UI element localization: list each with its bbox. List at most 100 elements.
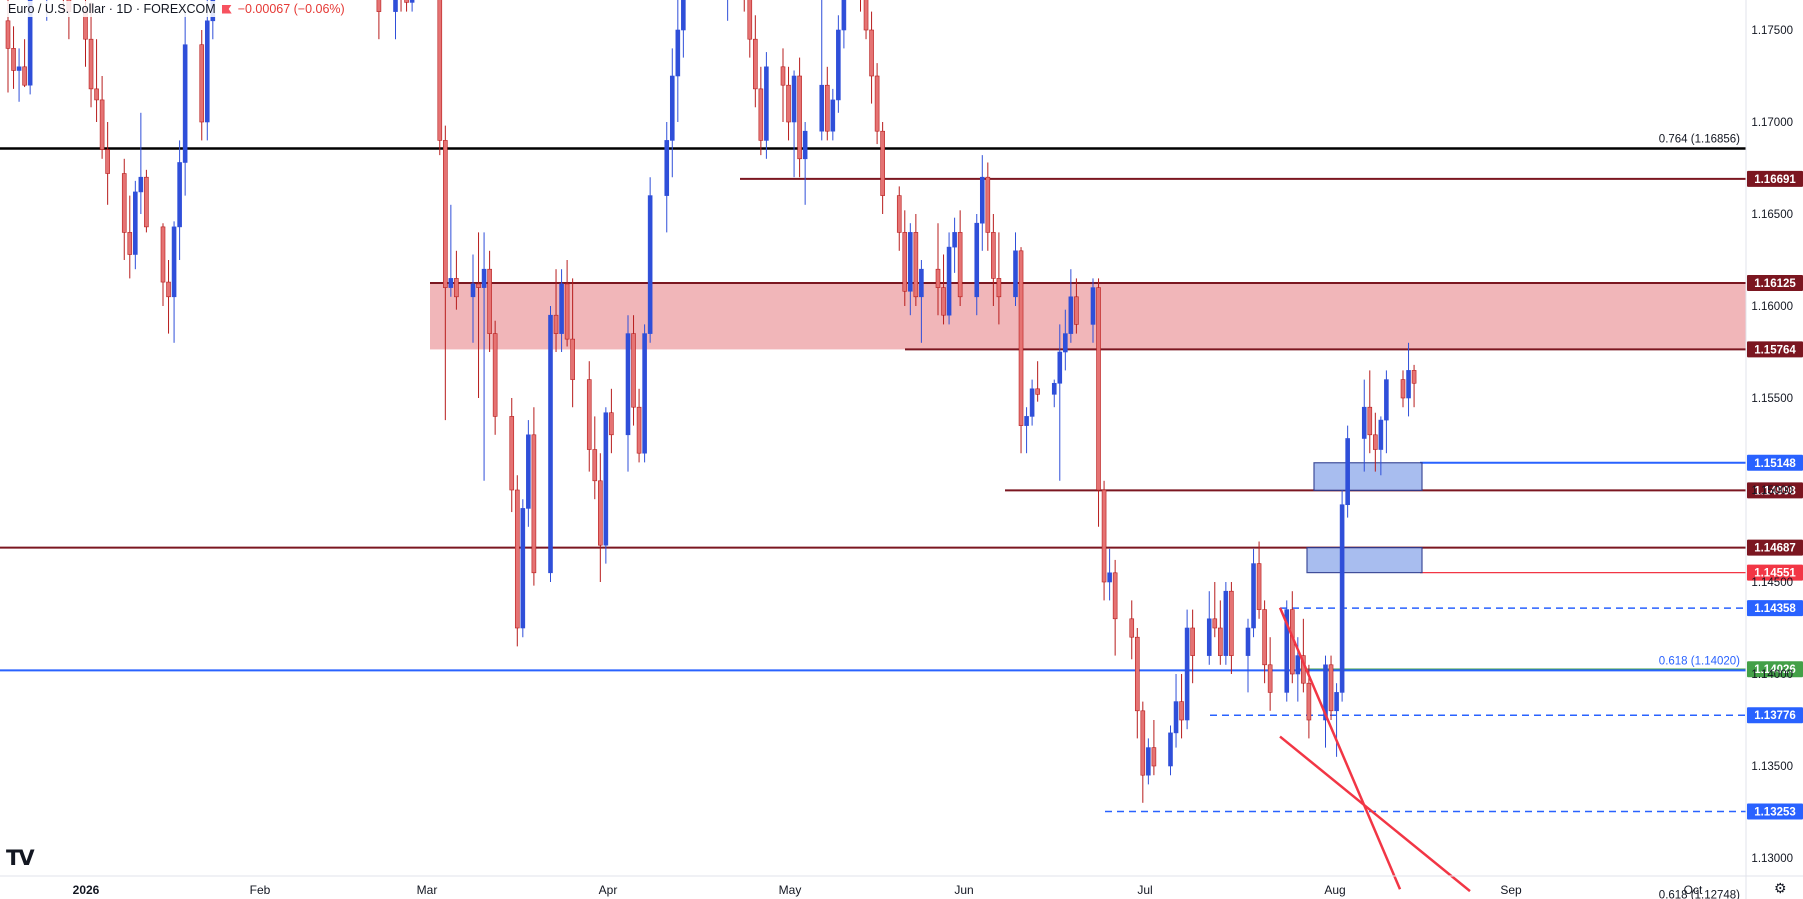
candle[interactable] xyxy=(836,29,841,101)
candle[interactable] xyxy=(1306,682,1312,721)
candle[interactable] xyxy=(1134,636,1140,712)
candle[interactable] xyxy=(570,338,575,380)
candle[interactable] xyxy=(94,88,99,101)
tradingview-logo-icon[interactable]: TV xyxy=(6,846,35,870)
candle[interactable] xyxy=(204,20,210,123)
candle[interactable] xyxy=(647,195,653,334)
candle[interactable] xyxy=(1384,379,1389,421)
candle[interactable] xyxy=(1406,370,1411,399)
candle[interactable] xyxy=(144,176,149,228)
candle[interactable] xyxy=(1223,590,1229,656)
candle[interactable] xyxy=(99,99,105,150)
candle[interactable] xyxy=(1339,504,1345,693)
candle[interactable] xyxy=(1179,701,1184,721)
candle[interactable] xyxy=(664,140,670,196)
candle[interactable] xyxy=(1361,406,1367,439)
candle[interactable] xyxy=(27,0,33,86)
candle[interactable] xyxy=(404,0,409,3)
candle[interactable] xyxy=(1373,434,1378,450)
symbol-header[interactable]: Euro / U.S. Dollar · 1D · FOREXCOM −0.00… xyxy=(4,1,349,17)
candle[interactable] xyxy=(625,333,631,436)
candle[interactable] xyxy=(1190,627,1195,656)
candle[interactable] xyxy=(133,191,138,255)
candle[interactable] xyxy=(896,195,902,233)
candle[interactable] xyxy=(509,416,515,491)
candle[interactable] xyxy=(448,278,454,288)
candle[interactable] xyxy=(138,176,144,193)
candle[interactable] xyxy=(1206,618,1212,656)
candle[interactable] xyxy=(902,232,908,292)
candle[interactable] xyxy=(548,314,553,574)
candle[interactable] xyxy=(1400,379,1406,399)
candle[interactable] xyxy=(603,412,609,546)
candle[interactable] xyxy=(913,232,919,298)
candle[interactable] xyxy=(564,283,570,340)
candle[interactable] xyxy=(1029,388,1035,417)
candle[interactable] xyxy=(1013,250,1018,298)
candle[interactable] xyxy=(1146,747,1151,776)
candle[interactable] xyxy=(1367,406,1373,436)
candle[interactable] xyxy=(979,176,985,224)
candle[interactable] xyxy=(476,283,481,288)
candle[interactable] xyxy=(492,333,498,417)
candle[interactable] xyxy=(88,38,94,90)
candle[interactable] xyxy=(1345,438,1350,506)
candle[interactable] xyxy=(127,232,133,255)
candle[interactable] xyxy=(1184,627,1190,721)
candle[interactable] xyxy=(1101,489,1107,583)
candle[interactable] xyxy=(1334,692,1339,712)
candle[interactable] xyxy=(1057,351,1063,384)
candle[interactable] xyxy=(514,489,520,629)
candle[interactable] xyxy=(797,75,802,160)
candle[interactable] xyxy=(669,75,675,141)
candle[interactable] xyxy=(553,314,559,334)
candle[interactable] xyxy=(1107,572,1112,583)
candle[interactable] xyxy=(786,84,791,123)
candle[interactable] xyxy=(1378,419,1384,450)
candle[interactable] xyxy=(22,66,27,86)
candle[interactable] xyxy=(1090,287,1096,325)
candle[interactable] xyxy=(869,29,874,77)
candle[interactable] xyxy=(1284,609,1290,693)
candle[interactable] xyxy=(1140,710,1146,776)
candle[interactable] xyxy=(1129,618,1135,638)
candle[interactable] xyxy=(642,333,647,454)
candle[interactable] xyxy=(609,412,614,436)
candle[interactable] xyxy=(470,283,476,298)
candle[interactable] xyxy=(160,226,166,283)
candle[interactable] xyxy=(376,0,382,12)
candle[interactable] xyxy=(487,268,492,334)
candle[interactable] xyxy=(675,29,681,77)
candle[interactable] xyxy=(586,379,592,450)
candle[interactable] xyxy=(863,0,869,31)
candle[interactable] xyxy=(1218,627,1223,656)
candle[interactable] xyxy=(1051,382,1057,395)
candle[interactable] xyxy=(5,20,11,49)
candle[interactable] xyxy=(121,173,127,233)
candle[interactable] xyxy=(1229,590,1234,656)
candle[interactable] xyxy=(830,99,836,132)
candle[interactable] xyxy=(974,222,980,298)
candle[interactable] xyxy=(935,268,941,288)
candle[interactable] xyxy=(681,0,686,31)
candle[interactable] xyxy=(946,246,952,316)
candle[interactable] xyxy=(598,480,603,546)
candle[interactable] xyxy=(1245,627,1251,656)
candle[interactable] xyxy=(824,84,830,132)
candle[interactable] xyxy=(393,0,398,12)
candle[interactable] xyxy=(841,0,847,31)
candle[interactable] xyxy=(437,0,443,141)
candle[interactable] xyxy=(1024,416,1029,426)
candle[interactable] xyxy=(1035,388,1040,395)
candle[interactable] xyxy=(780,66,786,86)
candle[interactable] xyxy=(764,66,769,141)
candle[interactable] xyxy=(985,176,991,233)
candle[interactable] xyxy=(874,75,880,132)
candle[interactable] xyxy=(199,44,205,123)
candle[interactable] xyxy=(1251,563,1256,629)
candle[interactable] xyxy=(753,38,758,90)
gear-icon[interactable]: ⚙ xyxy=(1774,880,1787,896)
candle[interactable] xyxy=(105,149,110,174)
